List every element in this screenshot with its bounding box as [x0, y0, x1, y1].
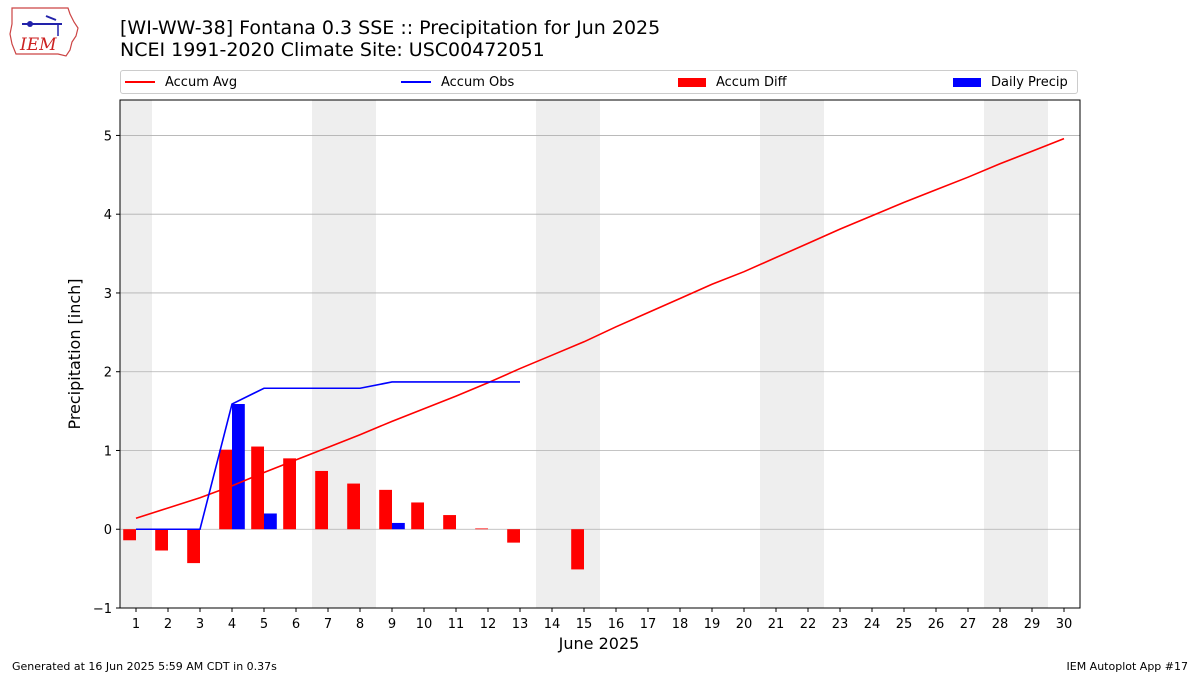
- y-tick-label-1: 1: [104, 444, 112, 459]
- x-tick-label-2: 2: [164, 617, 172, 632]
- x-tick-label-9: 9: [388, 617, 396, 632]
- app-label: IEM Autoplot App #17: [1066, 660, 1189, 673]
- chart-title: [WI-WW-38] Fontana 0.3 SSE :: Precipitat…: [120, 17, 660, 61]
- bar-accum-diff-day-7: [315, 470, 328, 530]
- x-tick-label-30: 30: [1056, 617, 1073, 632]
- weekend-shading: [120, 100, 1048, 608]
- x-tick-label-26: 26: [928, 617, 945, 632]
- x-tick-label-23: 23: [832, 617, 849, 632]
- x-axis-label: June 2025: [558, 634, 640, 653]
- legend-item-accum-obs: Accum Obs: [401, 71, 514, 93]
- legend-swatch-accum-avg: [125, 81, 155, 83]
- x-tick-label-27: 27: [960, 617, 977, 632]
- bar-accum-diff-day-1: [123, 529, 136, 541]
- legend-label-daily-precip: Daily Precip: [991, 74, 1068, 90]
- x-tick-label-21: 21: [768, 617, 785, 632]
- weekend-band-5: [984, 100, 1048, 608]
- bar-daily-precip-day-4: [232, 404, 245, 530]
- x-tick-label-3: 3: [196, 617, 204, 632]
- x-tick-label-24: 24: [864, 617, 881, 632]
- x-tick-label-16: 16: [608, 617, 625, 632]
- legend-label-accum-obs: Accum Obs: [441, 74, 515, 90]
- bar-accum-diff-day-11: [443, 515, 456, 530]
- y-axis-label: Precipitation [inch]: [65, 278, 84, 429]
- plot-frame: [119, 99, 1081, 609]
- x-tick-label-14: 14: [544, 617, 561, 632]
- legend-swatch-daily-precip: [953, 77, 981, 87]
- bar-accum-diff-day-4: [219, 449, 232, 530]
- bar-accum-diff-day-3: [187, 529, 200, 564]
- x-tick-label-13: 13: [512, 617, 529, 632]
- bar-accum-diff-day-9: [379, 489, 392, 530]
- bar-accum-diff-day-8: [347, 483, 360, 530]
- title-line-2: NCEI 1991-2020 Climate Site: USC00472051: [120, 39, 545, 61]
- bar-accum-diff-day-10: [411, 502, 424, 530]
- legend-label-accum-avg: Accum Avg: [165, 74, 238, 90]
- x-tick-label-7: 7: [324, 617, 332, 632]
- x-tick-label-17: 17: [640, 617, 657, 632]
- bar-accum-diff-day-6: [283, 458, 296, 530]
- bar-accum-diff-day-13: [507, 529, 520, 543]
- legend: Accum Avg Accum Obs Accum Diff Daily Pre…: [120, 70, 1078, 94]
- x-tick-label-28: 28: [992, 617, 1009, 632]
- bar-accum-diff-day-5: [251, 446, 264, 530]
- lines: [135, 137, 1065, 531]
- x-tick-label-22: 22: [800, 617, 817, 632]
- bars: [123, 404, 584, 570]
- iem-logo: IEM: [8, 4, 80, 62]
- x-tick-label-5: 5: [260, 617, 268, 632]
- x-tick-label-15: 15: [576, 617, 593, 632]
- x-tick-label-4: 4: [228, 617, 236, 632]
- line-accum-avg: [135, 137, 1065, 519]
- x-tick-label-11: 11: [448, 617, 465, 632]
- x-tick-label-8: 8: [356, 617, 364, 632]
- x-tick-label-29: 29: [1024, 617, 1041, 632]
- y-tick-label-2: 2: [104, 366, 112, 381]
- x-tick-label-25: 25: [896, 617, 913, 632]
- logo-text: IEM: [19, 35, 57, 55]
- line-accum-obs: [136, 381, 520, 531]
- bar-accum-diff-day-12: [475, 528, 488, 530]
- x-tick-label-20: 20: [736, 617, 753, 632]
- y-tick-label--1: −1: [93, 602, 112, 617]
- bar-accum-diff-day-15: [571, 529, 584, 570]
- legend-item-daily-precip: Daily Precip: [953, 71, 1068, 93]
- bar-accum-diff-day-2: [155, 529, 168, 551]
- weekend-band-1: [120, 100, 152, 608]
- y-tick-label-4: 4: [104, 208, 112, 223]
- y-tick-label-5: 5: [104, 129, 112, 144]
- legend-label-accum-diff: Accum Diff: [716, 74, 787, 90]
- bar-daily-precip-day-9: [392, 522, 405, 530]
- legend-swatch-accum-obs: [401, 81, 431, 83]
- legend-item-accum-diff: Accum Diff: [678, 71, 787, 93]
- y-tick-label-0: 0: [104, 523, 112, 538]
- y-tick-label-3: 3: [104, 287, 112, 302]
- x-tick-label-18: 18: [672, 617, 689, 632]
- legend-item-accum-avg: Accum Avg: [125, 71, 237, 93]
- generated-timestamp: Generated at 16 Jun 2025 5:59 AM CDT in …: [12, 660, 277, 673]
- title-line-1: [WI-WW-38] Fontana 0.3 SSE :: Precipitat…: [120, 17, 661, 39]
- x-tick-label-10: 10: [416, 617, 433, 632]
- x-tick-label-1: 1: [132, 617, 140, 632]
- weekend-band-2: [312, 100, 376, 608]
- x-tick-label-19: 19: [704, 617, 721, 632]
- weekend-band-4: [760, 100, 824, 608]
- x-tick-label-6: 6: [292, 617, 300, 632]
- legend-swatch-accum-diff: [678, 77, 706, 87]
- bar-daily-precip-day-5: [264, 513, 277, 530]
- weekend-band-3: [536, 100, 600, 608]
- x-tick-label-12: 12: [480, 617, 497, 632]
